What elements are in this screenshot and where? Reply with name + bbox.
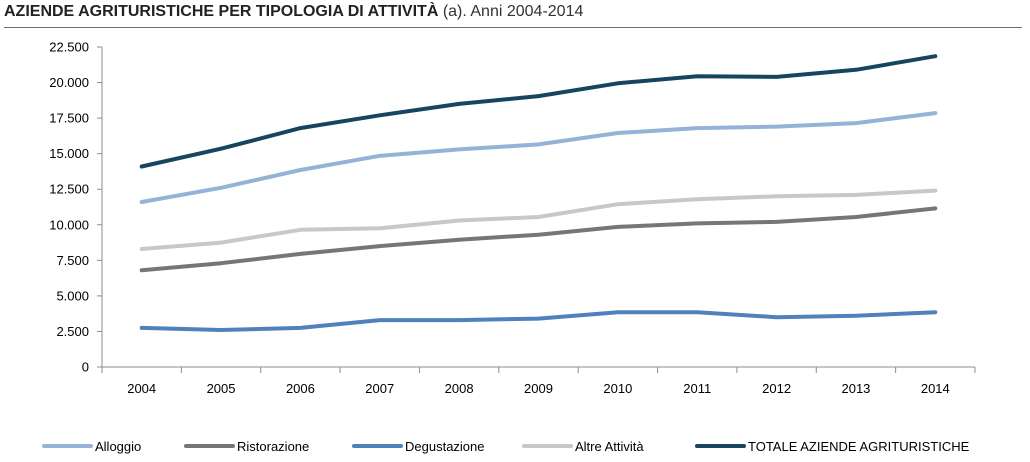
x-tick-label: 2009 (524, 381, 553, 396)
x-tick-label: 2007 (365, 381, 394, 396)
chart-title-suffix: (a). Anni 2004-2014 (438, 3, 584, 20)
x-tick-label: 2013 (841, 381, 870, 396)
series-line-4 (139, 54, 938, 169)
y-tick-label: 2.500 (56, 324, 89, 339)
series-line-0 (139, 111, 938, 204)
y-tick-label: 20.000 (49, 75, 89, 90)
x-tick-label: 2012 (762, 381, 791, 396)
series-line-2 (139, 310, 938, 332)
x-tick-label: 2008 (445, 381, 474, 396)
x-tick-label: 2004 (127, 381, 156, 396)
legend-label: Altre Attività (575, 439, 644, 454)
x-tick-label: 2006 (286, 381, 315, 396)
y-tick-label: 12.500 (49, 182, 89, 197)
series-line-1 (139, 206, 938, 273)
legend: Alloggio Ristorazione Degustazione Altre At… (42, 439, 970, 454)
chart-title-bold: AZIENDE AGRITURISTICHE PER TIPOLOGIA DI … (4, 3, 439, 20)
series-line-3 (139, 188, 938, 251)
y-tick-label: 0 (82, 360, 89, 375)
y-tick-label: 22.500 (49, 40, 89, 55)
y-tick-label: 10.000 (49, 217, 89, 232)
legend-label: Ristorazione (237, 439, 309, 454)
series-layer (139, 54, 938, 332)
legend-label: Alloggio (95, 439, 141, 454)
chart-title: AZIENDE AGRITURISTICHE PER TIPOLOGIA DI … (4, 3, 583, 20)
legend-label: TOTALE AZIENDE AGRITURISTICHE (748, 439, 970, 454)
x-tick-label: 2010 (603, 381, 632, 396)
y-tick-label: 17.500 (49, 111, 89, 126)
y-tick-label: 7.500 (56, 253, 89, 268)
axes: 0 2.500 5.000 7.500 10.000 12.500 15.000 17.500… (49, 40, 976, 396)
x-tick-label: 2005 (207, 381, 236, 396)
x-tick-label: 2011 (683, 381, 711, 396)
x-tick-label: 2014 (921, 381, 950, 396)
y-tick-label: 15.000 (49, 146, 89, 161)
title-row: AZIENDE AGRITURISTICHE PER TIPOLOGIA DI … (4, 3, 1022, 28)
y-tick-label: 5.000 (56, 288, 89, 303)
legend-label: Degustazione (405, 439, 485, 454)
